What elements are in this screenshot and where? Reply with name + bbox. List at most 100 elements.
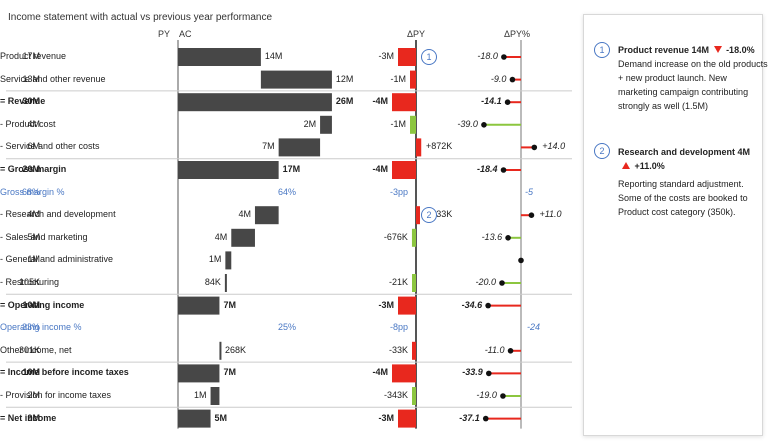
py-value: 68% bbox=[21, 186, 40, 197]
ac-value: 84K bbox=[204, 277, 221, 287]
py-column-header: PY bbox=[158, 29, 171, 39]
row-label: = Operating income bbox=[0, 299, 85, 310]
delta-pct-dot bbox=[499, 280, 505, 286]
delta-pct-dot bbox=[500, 167, 507, 173]
note-1-title-text: Product revenue 14M bbox=[618, 45, 710, 55]
delta-pct-value: -13.6 bbox=[481, 231, 503, 242]
row-label: - Service and other costs bbox=[0, 141, 100, 152]
delta-py-value: -1M bbox=[390, 73, 407, 84]
py-value: 105K bbox=[18, 277, 40, 287]
delta-py-bar bbox=[416, 138, 422, 157]
delta-py-bar bbox=[412, 387, 416, 405]
ac-value: 4M bbox=[238, 209, 251, 220]
note-2-number: 2 bbox=[594, 143, 610, 159]
delta-py-value: -3M bbox=[378, 51, 395, 61]
delta-pct-value: -5 bbox=[525, 186, 534, 197]
delta-pct-dot bbox=[504, 99, 511, 105]
delta-py-value: -21K bbox=[388, 277, 408, 287]
ac-bar bbox=[178, 161, 279, 179]
delta-py-bar bbox=[392, 93, 416, 112]
delta-py-bar bbox=[392, 364, 416, 383]
ac-value: 12M bbox=[335, 73, 354, 84]
ac-value: 26M bbox=[335, 96, 354, 107]
py-value: 6M bbox=[27, 141, 40, 152]
delta-py-value: -4M bbox=[372, 367, 389, 378]
delta-pct-value: -14.1 bbox=[481, 96, 502, 107]
delta-py-value: -3pp bbox=[389, 186, 408, 197]
delta-pct-value: -11.0 bbox=[484, 344, 505, 355]
notes-panel: 1 Product revenue 14M -18.0% Demand incr… bbox=[583, 14, 768, 436]
note-2-change: +11.0% bbox=[634, 161, 665, 171]
ac-column-header: AC bbox=[179, 29, 192, 39]
ac-bar bbox=[320, 115, 332, 134]
row-label: - Product cost bbox=[0, 118, 56, 129]
row-label: - Provision for income taxes bbox=[0, 390, 112, 400]
delta-py-bar bbox=[416, 206, 420, 225]
chart-graphics bbox=[6, 40, 572, 429]
delta-py-value: -4M bbox=[372, 164, 389, 174]
row-label: - Restructuring bbox=[0, 277, 60, 287]
ac-bar bbox=[178, 48, 261, 66]
row-label: Service and other revenue bbox=[0, 73, 106, 84]
delta-py-bar bbox=[398, 296, 416, 315]
delta-pct-value: +14.0 bbox=[542, 141, 566, 152]
delta-pct-value: -19.0 bbox=[476, 390, 497, 400]
row-label: Gross margin % bbox=[0, 186, 65, 197]
delta-py-pct-column-header: ΔPY% bbox=[504, 29, 531, 39]
note-1-number: 1 bbox=[594, 42, 610, 58]
note-2-title: Research and development 4M +11.0% bbox=[618, 145, 758, 173]
delta-py-value: -4M bbox=[372, 96, 389, 107]
ac-bar bbox=[231, 228, 255, 247]
ac-bar bbox=[225, 251, 232, 270]
delta-pct-dot bbox=[485, 370, 492, 377]
delta-pct-dot bbox=[509, 76, 516, 83]
ac-value: 14M bbox=[264, 51, 283, 61]
row-label: Product revenue bbox=[0, 51, 67, 61]
py-value: 301K bbox=[18, 344, 40, 355]
delta-py-bar bbox=[412, 341, 416, 360]
delta-pct-value: -24 bbox=[527, 322, 541, 333]
delta-pct-dot bbox=[481, 122, 487, 128]
delta-py-bar bbox=[398, 409, 416, 428]
delta-py-bar bbox=[412, 274, 416, 292]
delta-pct-dot bbox=[528, 212, 535, 218]
delta-py-bar bbox=[410, 70, 416, 89]
ac-bar bbox=[178, 364, 220, 383]
ac-value: 7M bbox=[223, 299, 236, 310]
delta-py-value: -8pp bbox=[389, 322, 408, 333]
ac-value: 4M bbox=[214, 231, 228, 242]
ac-bar bbox=[260, 70, 332, 89]
py-value: 20M bbox=[22, 164, 40, 174]
ac-bar bbox=[224, 274, 227, 292]
delta-py-bar bbox=[410, 115, 416, 134]
delta-py-value: -343K bbox=[383, 390, 408, 400]
delta-pct-dot bbox=[518, 257, 524, 264]
row-label: = Revenue bbox=[0, 96, 46, 107]
delta-py-value: -3M bbox=[378, 299, 395, 310]
ac-bar bbox=[278, 138, 321, 157]
delta-py-value: +872K bbox=[426, 141, 453, 152]
py-value: 9M bbox=[27, 412, 40, 423]
ac-value: 268K bbox=[225, 344, 247, 355]
note-1-title: Product revenue 14M -18.0% bbox=[618, 45, 755, 55]
note-marker-1[interactable]: 1 bbox=[421, 49, 437, 65]
note-marker-2[interactable]: 2 bbox=[421, 207, 437, 224]
delta-pct-value: -33.9 bbox=[462, 367, 483, 378]
ac-bar bbox=[254, 206, 279, 225]
delta-pct-dot bbox=[505, 235, 511, 241]
delta-py-bar bbox=[392, 161, 416, 179]
note-1-change: -18.0% bbox=[726, 45, 755, 55]
delta-pct-dot bbox=[482, 415, 489, 422]
delta-py-bar bbox=[398, 48, 416, 66]
row-label: Operating income % bbox=[0, 322, 82, 333]
delta-pct-value: -39.0 bbox=[457, 118, 478, 129]
py-value: 10M bbox=[22, 299, 40, 310]
delta-py-value: -33K bbox=[388, 344, 408, 355]
note-2-title-text: Research and development 4M bbox=[618, 147, 751, 157]
py-value: 10M bbox=[22, 367, 40, 378]
delta-py-value: -1M bbox=[390, 118, 407, 129]
row-label: - Research and development bbox=[0, 209, 116, 220]
delta-pct-value: -18.4 bbox=[477, 164, 498, 174]
delta-py-value: +433K bbox=[426, 209, 453, 220]
py-value: 30M bbox=[22, 96, 40, 107]
